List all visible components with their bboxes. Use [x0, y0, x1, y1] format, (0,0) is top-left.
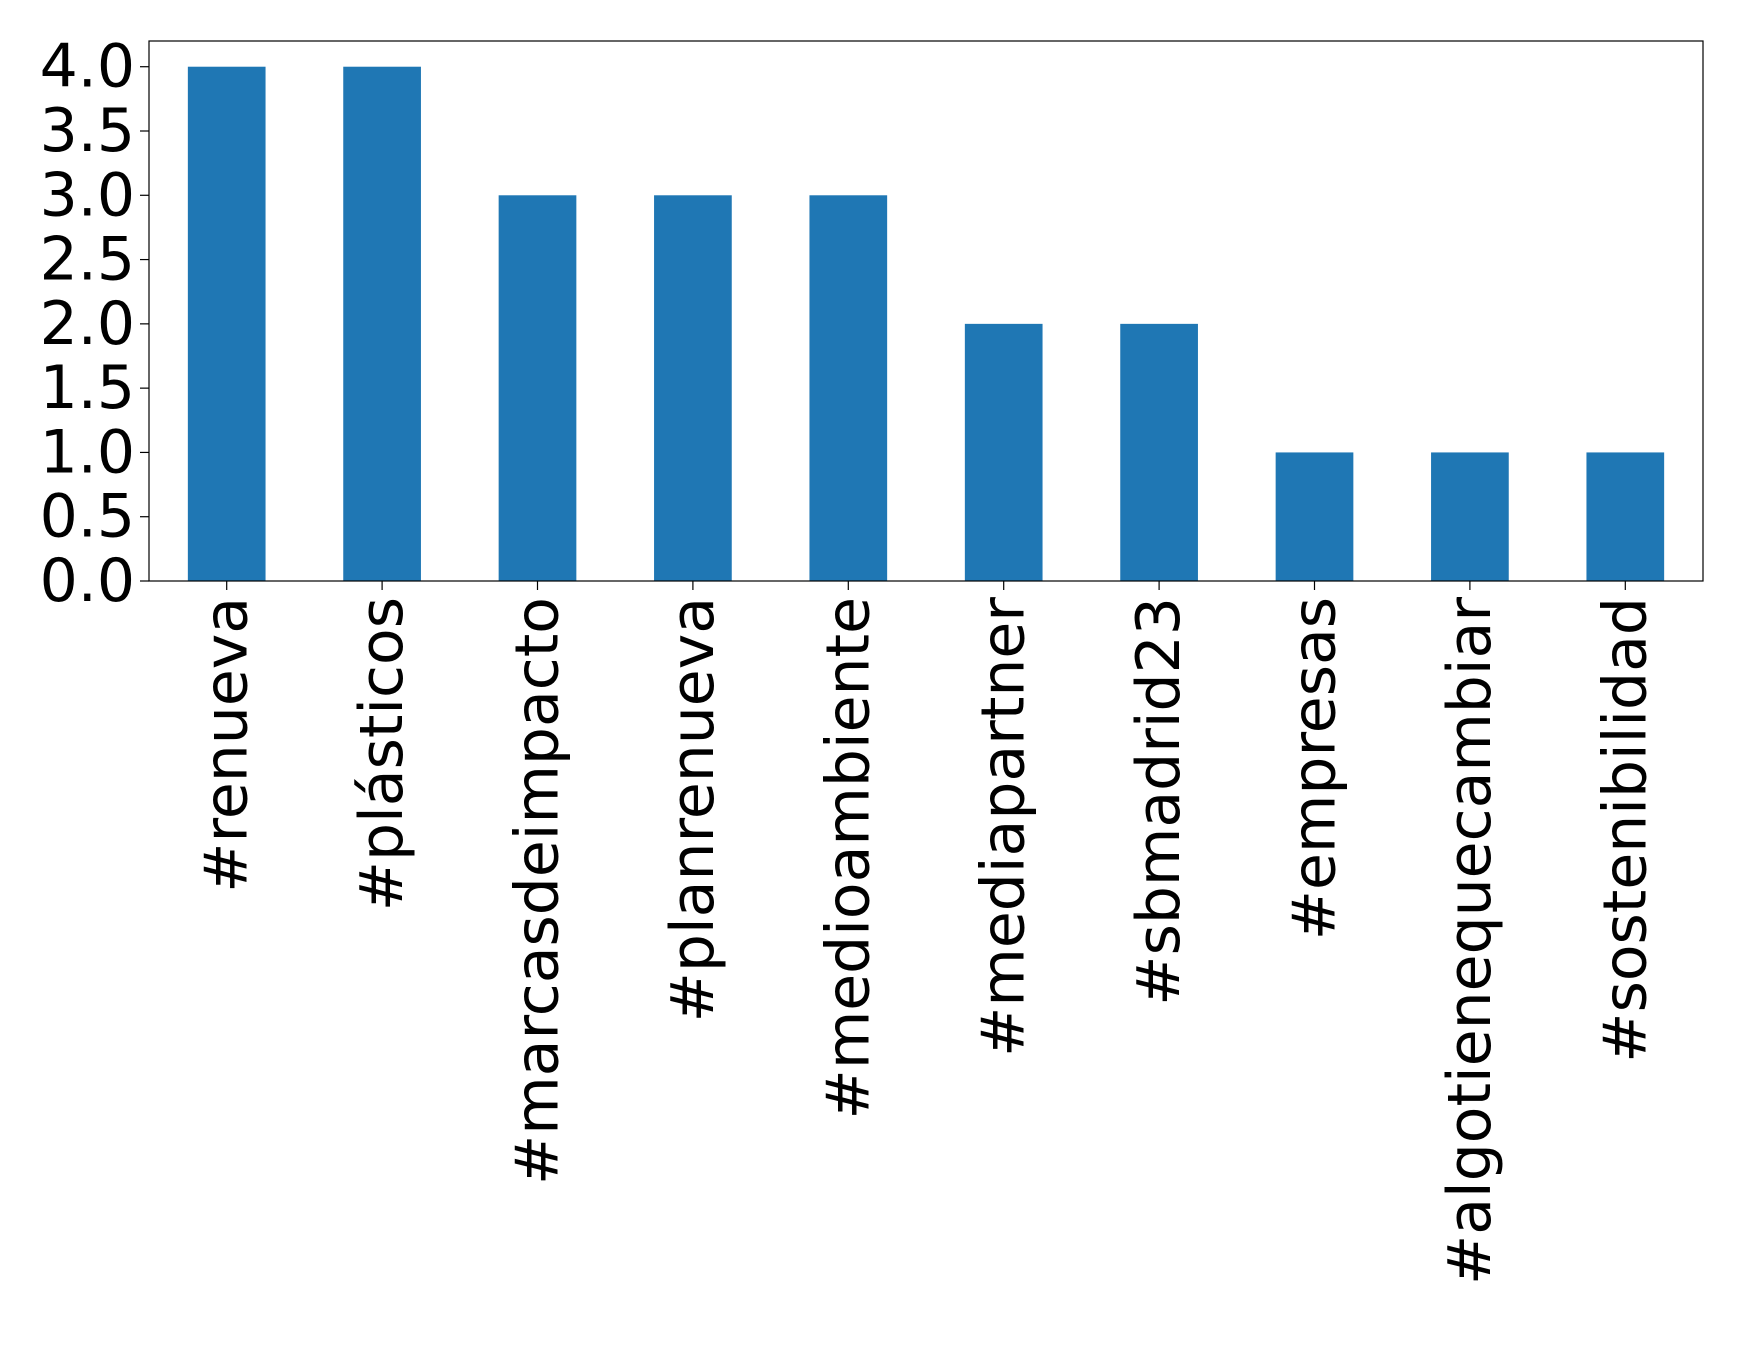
y-tick-label-3: 1.5: [40, 353, 135, 423]
x-tick-label-8: #algotienequecambiar: [1435, 597, 1505, 1285]
y-tick-label-8: 4.0: [40, 32, 135, 102]
bars-layer: [187, 66, 1665, 582]
bar-1: [343, 66, 421, 581]
x-tick-label-1: #plásticos: [347, 597, 417, 911]
x-tick-label-0: #renueva: [192, 597, 262, 893]
x-tick-label-5: #mediapartner: [969, 597, 1039, 1057]
x-tick-label-6: #sbmadrid23: [1124, 597, 1194, 1006]
plot-frame: [148, 40, 1704, 582]
y-tick-label-7: 3.5: [40, 96, 135, 166]
x-tick-label-4: #medioambiente: [813, 597, 883, 1119]
x-tick-label-9: #sostenibilidad: [1590, 597, 1660, 1063]
x-tick-label-3: #planrenueva: [658, 597, 728, 1022]
y-tick-label-4: 2.0: [40, 289, 135, 359]
y-tick-label-2: 1.0: [40, 417, 135, 487]
bar-0: [187, 66, 266, 581]
bar-5: [964, 323, 1043, 581]
y-tick-label-5: 2.5: [40, 225, 135, 295]
bar-7: [1275, 452, 1354, 581]
x-axis: #renueva #plásticos #marcasdeimpacto #planr…: [192, 581, 1660, 1285]
bar-3: [654, 195, 732, 582]
bar-6: [1120, 323, 1198, 581]
bar-2: [498, 195, 577, 582]
y-tick-label-6: 3.0: [40, 160, 135, 230]
bar-8: [1431, 452, 1509, 581]
x-tick-label-2: #marcasdeimpacto: [503, 597, 573, 1185]
x-tick-label-7: #empresas: [1280, 597, 1350, 940]
bar-9: [1586, 452, 1665, 581]
y-tick-label-1: 0.5: [40, 482, 135, 552]
y-tick-label-0: 0.0: [40, 546, 135, 616]
y-axis: 0.00.51.01.52.02.53.03.54.0: [40, 32, 149, 616]
bar-4: [809, 195, 888, 582]
